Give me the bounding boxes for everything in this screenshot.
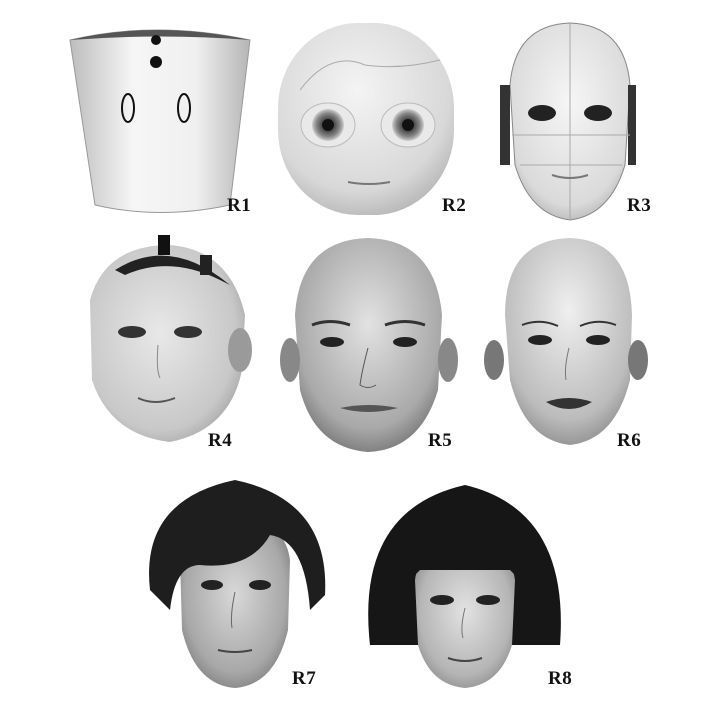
robot-face-r6 [484,238,648,445]
panel-label: R8 [548,668,573,689]
robot-face-r3 [500,22,636,221]
panel-label: R4 [208,430,233,451]
panel-label: R2 [442,195,467,216]
robot-face-r8 [368,485,561,688]
panel-label: R1 [227,195,252,216]
panel-r7: R7 [140,470,340,700]
robot-face-r2 [278,23,454,215]
panel-r3: R3 [490,15,690,225]
panel-r8: R8 [360,470,590,700]
panel-r1: R1 [60,15,270,225]
panel-r2: R2 [270,15,480,225]
panel-r6: R6 [480,230,680,455]
panel-r4: R4 [70,230,290,455]
panel-label: R5 [428,430,453,451]
robot-face-r1 [69,29,251,213]
panel-label: R6 [617,430,642,451]
robot-face-r7 [149,480,326,688]
panel-label: R7 [292,668,317,689]
panel-r5: R5 [280,230,480,455]
panel-label: R3 [627,195,652,216]
robot-face-r4 [90,235,252,442]
robot-face-r5 [280,238,458,452]
